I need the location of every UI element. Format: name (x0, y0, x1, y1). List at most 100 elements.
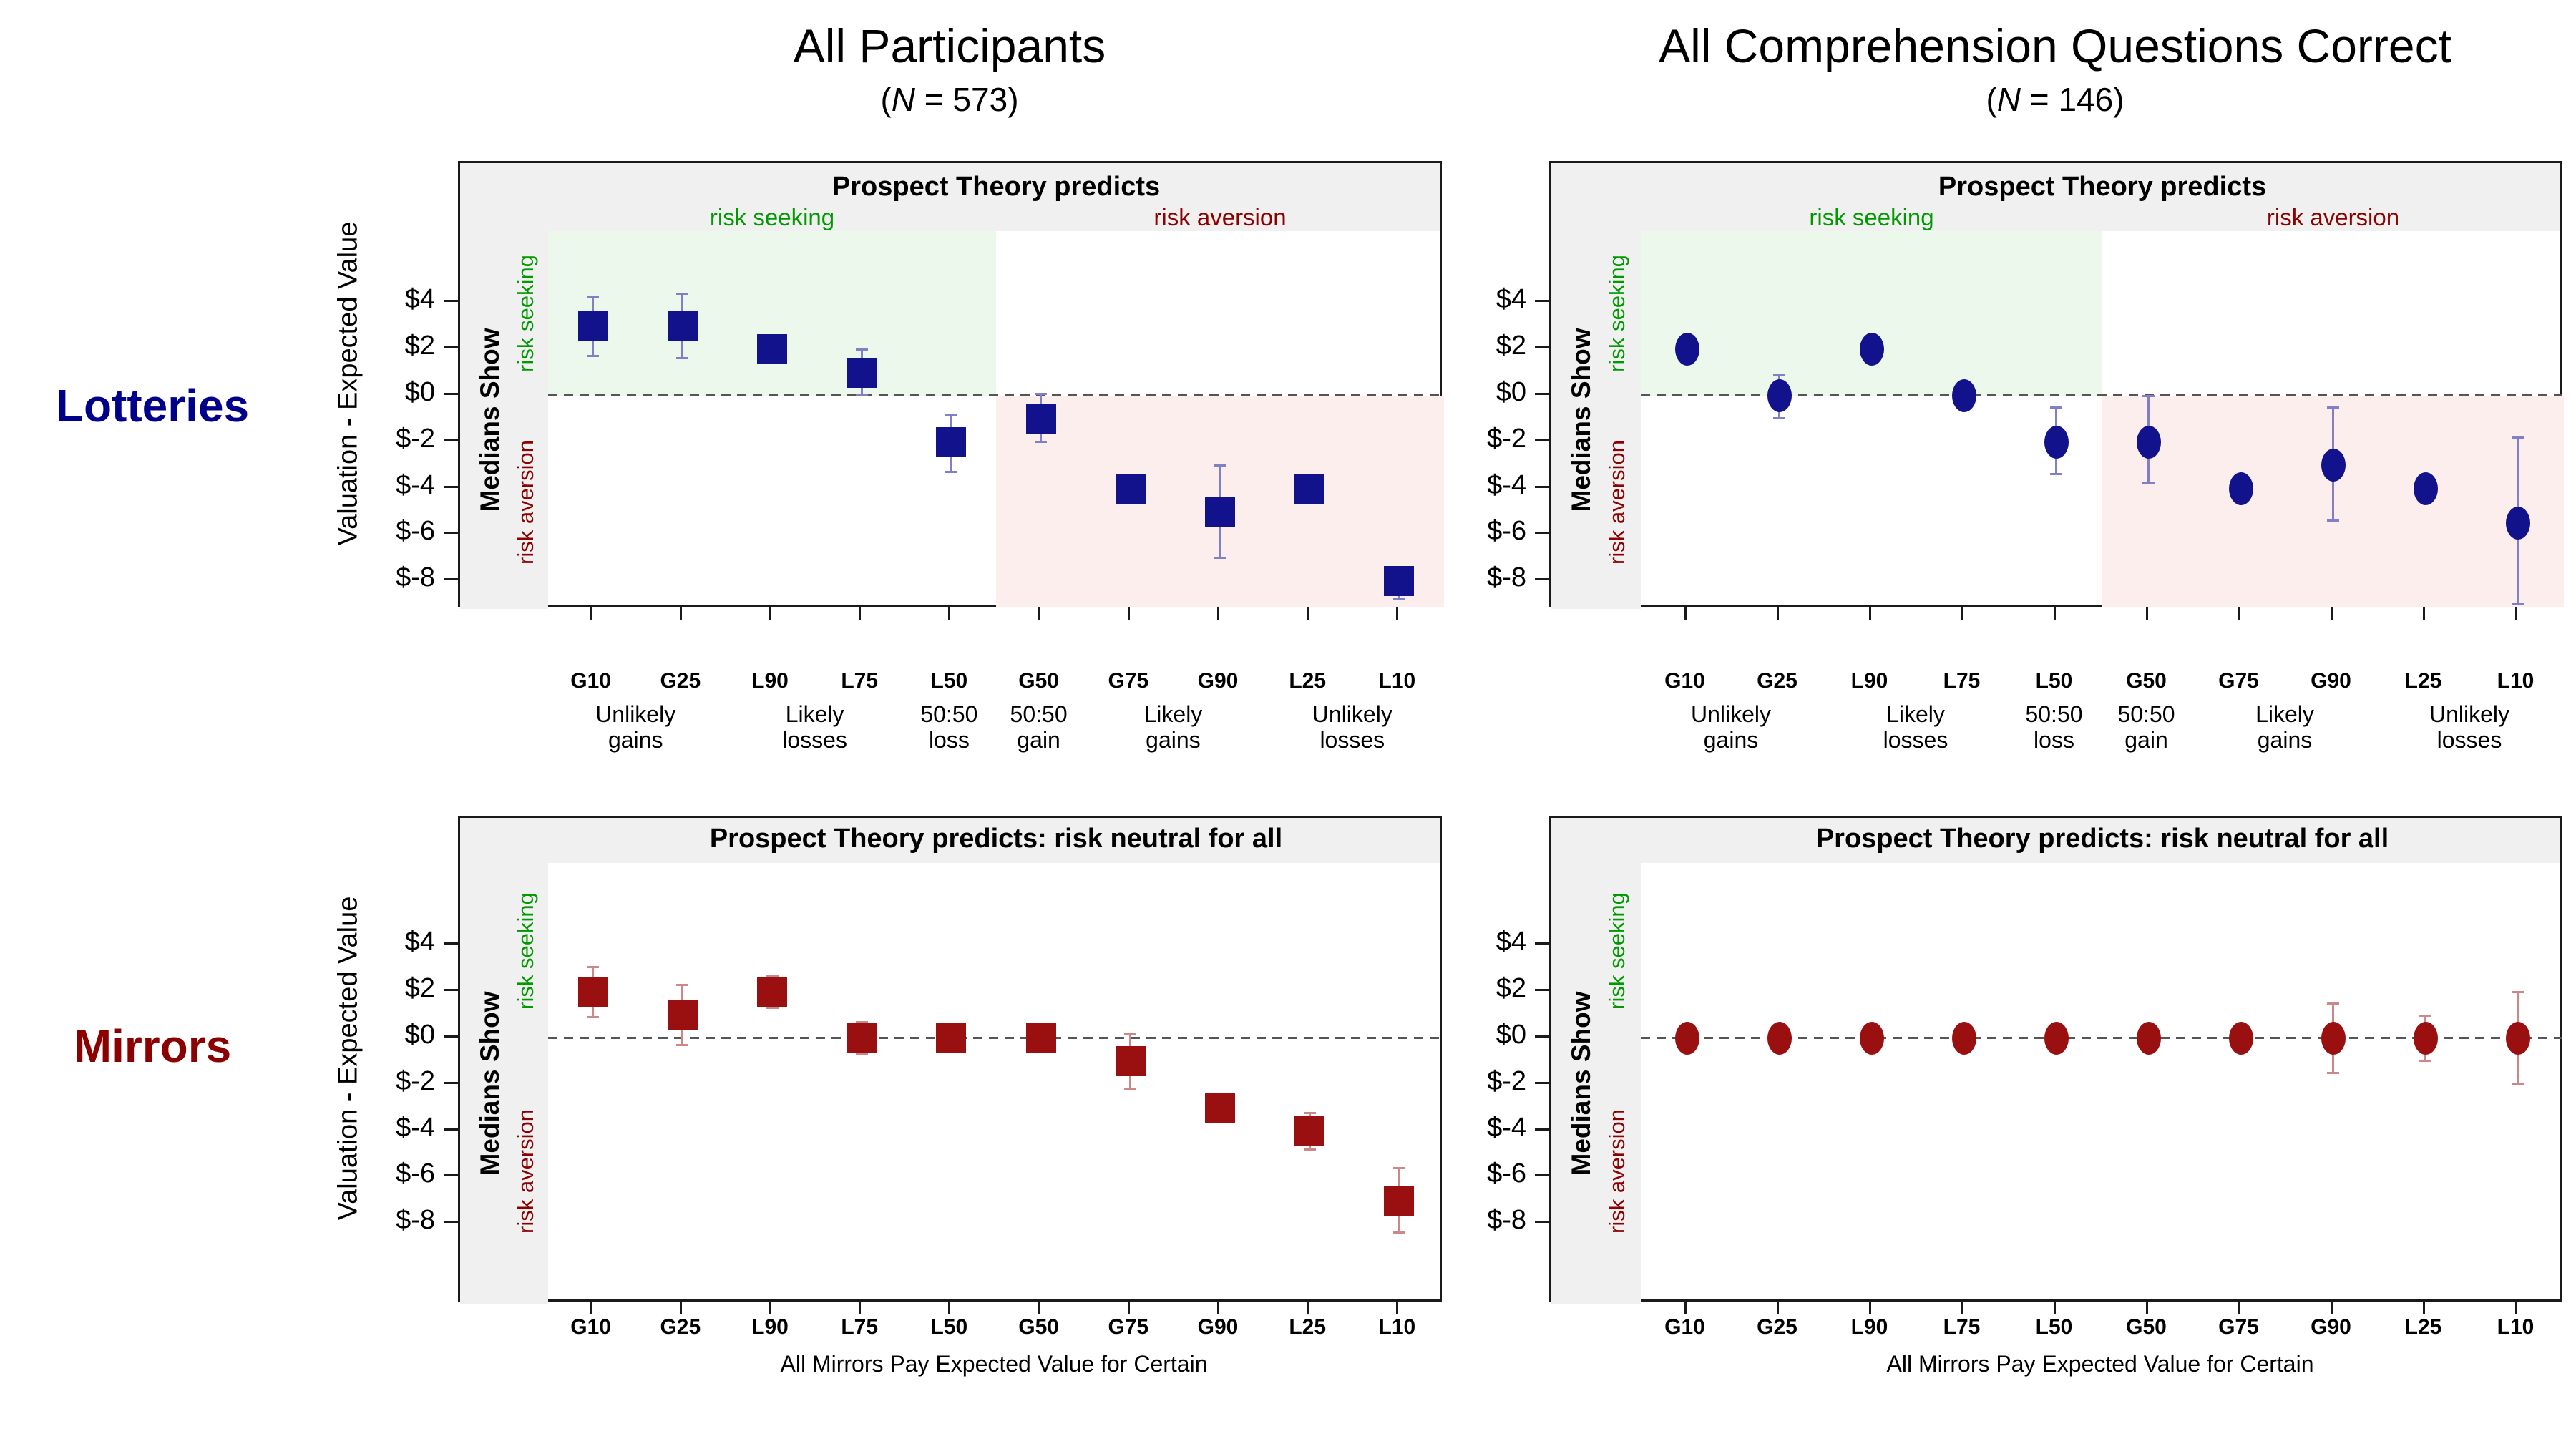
y-tick-label: $4 (404, 284, 435, 315)
error-cap (587, 1015, 600, 1018)
panel-title: Prospect Theory predicts (831, 172, 1161, 202)
x-tick (1217, 607, 1219, 620)
data-point-G50 (1025, 404, 1056, 434)
error-cap (587, 354, 600, 357)
error-cap (587, 965, 600, 968)
error-cap (766, 975, 779, 977)
y-tick-label: $-4 (1487, 469, 1526, 500)
x-group-label: Likely (2255, 701, 2314, 727)
x-tick-label-G10: G10 (570, 1315, 611, 1339)
y-tick-label: $-2 (396, 423, 435, 454)
x-group-label: gains (1703, 727, 1759, 753)
risk-seeking-region (1641, 231, 2102, 396)
y-tick (1535, 300, 1549, 303)
x-tick-label-G75: G75 (1108, 669, 1149, 693)
data-point-G10 (1674, 333, 1699, 366)
x-tick-label-G90: G90 (2311, 1315, 2351, 1339)
error-cap (2419, 1060, 2431, 1063)
column-title-all-participants: All Participants (793, 19, 1106, 72)
y-tick (1535, 346, 1549, 349)
x-tick (1127, 607, 1130, 620)
x-tick (2238, 1302, 2240, 1314)
y-tick-label: $2 (404, 331, 435, 361)
y-tick (444, 393, 458, 395)
y-tick (444, 439, 458, 441)
x-group-label: 50:50 (1010, 701, 1068, 727)
n-eq: = (2021, 81, 2059, 118)
y-tick (444, 1221, 458, 1224)
x-tick-label-G25: G25 (660, 1315, 701, 1339)
data-point-L75 (847, 357, 877, 388)
n-var: N (891, 81, 916, 118)
data-point-L10 (1384, 566, 1415, 597)
n-close: ) (2113, 81, 2124, 118)
medians-show-strip (1551, 863, 1641, 1304)
data-point-L25 (1294, 1116, 1325, 1146)
medians-show-label: Medians Show (1566, 328, 1596, 512)
error-cap (2050, 473, 2062, 476)
y-tick-label: $4 (1496, 927, 1526, 957)
x-tick-label-G25: G25 (1757, 1315, 1797, 1339)
y-tick-label: $0 (1496, 1020, 1526, 1050)
x-tick-label-L25: L25 (2404, 669, 2442, 693)
zero-dashed-line (548, 1037, 1442, 1039)
x-tick (1127, 1302, 1130, 1314)
x-tick (2145, 1302, 2148, 1314)
x-tick (1217, 1302, 1219, 1314)
y-tick-label: $-6 (396, 1158, 435, 1189)
x-tick (1868, 607, 1871, 620)
x-group-label: Unlikely (2429, 701, 2510, 727)
x-group-label: gain (1017, 727, 1060, 753)
y-tick-label: $-2 (1487, 423, 1526, 454)
x-group-label: losses (2436, 727, 2502, 753)
x-tick-label-L10: L10 (2497, 1315, 2534, 1339)
medians-show-strip (460, 231, 548, 609)
data-point-G90 (1205, 1093, 1235, 1123)
data-point-L90 (1859, 333, 1884, 366)
y-tick-label: $-4 (396, 1112, 435, 1143)
error-cap (1035, 392, 1048, 395)
y-tick-label: $4 (1496, 284, 1526, 315)
row-label-lotteries: Lotteries (55, 380, 250, 431)
x-tick-label-G25: G25 (660, 669, 701, 693)
error-cap (2327, 406, 2339, 409)
data-point-G75 (2228, 472, 2253, 505)
data-point-L50 (2044, 1022, 2069, 1055)
error-cap (1392, 1231, 1405, 1234)
y-tick (444, 300, 458, 303)
y-tick (1535, 989, 1549, 992)
n-open: ( (880, 81, 892, 118)
x-tick (1684, 607, 1687, 620)
error-cap (1773, 374, 1785, 376)
data-point-G10 (577, 311, 608, 341)
x-tick (2330, 607, 2333, 620)
prediction-header-band (1551, 163, 2560, 231)
data-point-G75 (1115, 1046, 1146, 1077)
error-cap (1214, 464, 1226, 467)
y-tick (444, 1174, 458, 1177)
data-point-G90 (2321, 449, 2346, 482)
x-tick-label-L90: L90 (751, 669, 789, 693)
x-tick-label-G25: G25 (1757, 669, 1797, 693)
error-cap (855, 1053, 868, 1055)
y-tick-label: $-2 (1487, 1065, 1526, 1096)
mirrors-x-axis-title: All Mirrors Pay Expected Value for Certa… (1886, 1351, 2314, 1377)
error-cap (2142, 395, 2155, 397)
error-cap (766, 1006, 779, 1009)
y-tick (444, 942, 458, 945)
y-tick (1535, 1081, 1549, 1084)
prediction-header-band (1551, 818, 2560, 863)
x-tick (1307, 1302, 1309, 1314)
x-tick (2053, 607, 2056, 620)
data-point-L10 (2505, 1022, 2530, 1055)
error-cap (676, 1043, 689, 1046)
x-tick-label-G50: G50 (2126, 1315, 2167, 1339)
x-tick-label-G75: G75 (2218, 669, 2259, 693)
data-point-L25 (1294, 473, 1325, 504)
x-tick (2514, 1302, 2517, 1314)
x-tick (679, 607, 682, 620)
x-tick (1776, 607, 1779, 620)
error-cap (1124, 1033, 1137, 1035)
error-cap (855, 394, 868, 396)
